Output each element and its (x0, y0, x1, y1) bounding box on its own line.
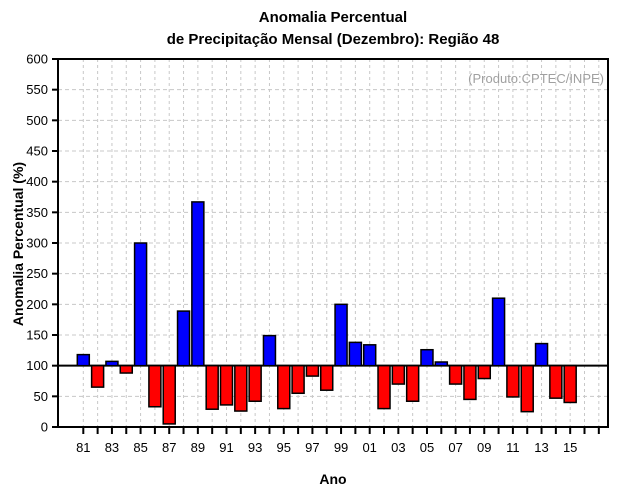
bar-2011 (506, 364, 520, 398)
y-tick-label: 350 (26, 205, 48, 220)
y-tick-label: 0 (41, 420, 48, 435)
bar-2005 (420, 348, 434, 367)
bar-1983 (105, 360, 119, 367)
x-tick-label: 89 (191, 440, 205, 455)
x-tick-label: 83 (105, 440, 119, 455)
bar-1991 (219, 364, 234, 406)
x-axis-title: Ano (319, 471, 347, 487)
bar-2004 (405, 364, 420, 402)
y-tick-label: 500 (26, 113, 48, 128)
x-tick-label: 03 (391, 440, 405, 455)
bar-1989 (191, 201, 205, 367)
x-tick-label: 13 (534, 440, 548, 455)
bar-2015 (563, 364, 577, 404)
bar-2001 (362, 344, 377, 367)
x-tick-label: 11 (506, 440, 520, 455)
bar-1982 (90, 364, 105, 388)
bar-1994 (262, 334, 277, 367)
bar-2003 (391, 364, 406, 385)
x-tick-label: 09 (477, 440, 491, 455)
x-tick-label: 81 (76, 440, 90, 455)
x-tick-label: 01 (362, 440, 376, 455)
x-tick-label: 91 (219, 440, 233, 455)
x-tick-label: 87 (162, 440, 176, 455)
y-tick-label: 450 (26, 144, 48, 159)
y-tick-label: 600 (26, 52, 48, 67)
x-tick-label: 97 (305, 440, 319, 455)
bar-1988 (176, 310, 191, 367)
bar-2009 (477, 364, 492, 380)
bar-1984 (119, 364, 134, 374)
bar-1987 (162, 364, 176, 425)
bar-1999 (334, 303, 348, 367)
bar-1981 (76, 353, 91, 367)
bar-1996 (291, 364, 305, 395)
bar-2006 (434, 361, 449, 367)
y-tick-label: 250 (26, 266, 48, 281)
product-annotation: (Produto:CPTEC/INPE) (468, 71, 604, 86)
x-tick-label: 99 (334, 440, 348, 455)
y-tick-label: 50 (34, 389, 48, 404)
bar-2014 (549, 364, 563, 399)
bar-1998 (319, 364, 334, 391)
chart-title-line1: Anomalia Percentual (258, 9, 408, 26)
y-tick-label: 550 (26, 82, 48, 97)
x-tick-label: 95 (277, 440, 291, 455)
x-tick-label: 85 (133, 440, 147, 455)
bar-1995 (277, 364, 291, 410)
bar-2000 (348, 341, 363, 367)
x-tick-label: 05 (420, 440, 434, 455)
bar-2012 (520, 364, 534, 413)
y-tick-label: 300 (26, 236, 48, 251)
chart-title: Anomalia Percentual de Precipitação Mens… (58, 7, 608, 51)
bar-1997 (305, 364, 320, 377)
y-tick-label: 100 (26, 358, 48, 373)
chart-title-line2: de Precipitação Mensal (Dezembro): Regiã… (166, 31, 500, 48)
x-tick-label: 93 (248, 440, 262, 455)
bar-2008 (463, 364, 477, 401)
bar-2010 (491, 297, 506, 367)
x-tick-label: 15 (563, 440, 577, 455)
bar-1993 (248, 364, 262, 402)
bar-1992 (234, 364, 248, 412)
bar-2007 (448, 364, 463, 385)
y-tick-label: 400 (26, 174, 48, 189)
bar-2013 (534, 342, 549, 367)
y-tick-label: 150 (26, 328, 48, 343)
bar-1985 (133, 242, 148, 367)
bar-1986 (148, 364, 162, 408)
bar-2002 (377, 364, 391, 410)
y-tick-label: 200 (26, 297, 48, 312)
x-tick-label: 07 (448, 440, 462, 455)
bar-1990 (205, 364, 219, 410)
